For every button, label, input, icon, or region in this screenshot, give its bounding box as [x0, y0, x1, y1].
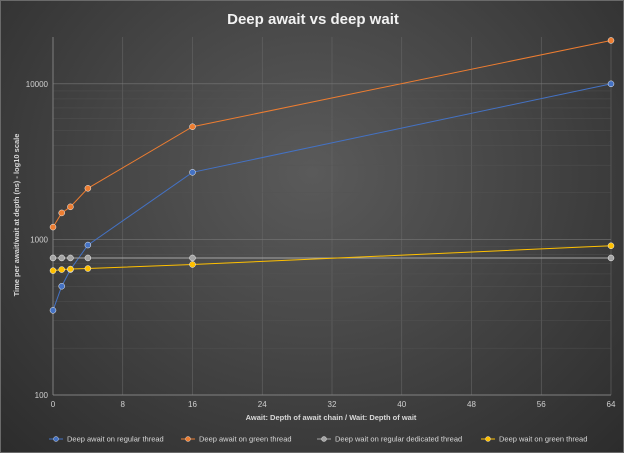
data-point: [84, 185, 92, 192]
legend: Deep await on regular thread Deep await o…: [49, 435, 587, 444]
legend-item-3: Deep wait on regular dedicated thread: [317, 435, 462, 444]
legend-item-1: Deep await on regular thread: [49, 435, 164, 444]
data-point: [49, 254, 57, 262]
legend-label: Deep await on regular thread: [67, 435, 164, 444]
data-point: [189, 254, 196, 262]
data-point: [58, 266, 65, 273]
x-tick-label: 16: [188, 400, 197, 409]
data-point: [49, 307, 57, 314]
legend-marker: [185, 436, 191, 442]
legend-label: Deep wait on regular dedicated thread: [335, 435, 462, 444]
data-point: [67, 265, 74, 273]
series-line: [52, 83, 612, 311]
data-point: [49, 267, 57, 274]
series-4: [49, 242, 615, 274]
legend-label: Deep await on green thread: [199, 435, 292, 444]
x-tick-label: 48: [467, 400, 476, 409]
plot-series: [49, 37, 615, 314]
data-point: [189, 123, 196, 130]
y-axis-label: Time per await/wait at depth (ns) - log1…: [12, 134, 21, 297]
legend-marker: [53, 436, 59, 442]
data-point: [189, 261, 196, 268]
data-point: [607, 80, 615, 88]
series-2: [49, 37, 615, 231]
axes: 0 8 16 24 32 40 48 56 64 100 1000 10000: [26, 37, 616, 409]
data-point: [84, 254, 92, 262]
chart-title: Deep await vs deep wait: [227, 11, 399, 28]
data-point: [607, 254, 615, 262]
data-point: [58, 283, 65, 290]
x-tick-label: 8: [121, 400, 126, 409]
y-tick-label: 10000: [26, 80, 49, 89]
data-point: [84, 265, 92, 272]
x-tick-label: 64: [607, 400, 616, 409]
gridlines: [52, 37, 612, 396]
data-point: [189, 169, 196, 176]
x-tick-label: 32: [328, 400, 337, 409]
data-point: [607, 242, 615, 250]
y-tick-label: 100: [35, 391, 49, 400]
y-tick-label: 1000: [30, 235, 48, 244]
x-tick-label: 24: [258, 400, 267, 409]
x-tick-label: 40: [397, 400, 406, 409]
x-axis-label: Await: Depth of await chain / Wait: Dept…: [246, 413, 417, 422]
legend-label: Deep wait on green thread: [499, 435, 587, 444]
x-tick-label: 56: [537, 400, 546, 409]
data-point: [58, 209, 65, 217]
legend-marker: [321, 436, 327, 442]
legend-marker: [485, 436, 491, 442]
data-point: [49, 223, 57, 231]
x-tick-label: 0: [51, 400, 56, 409]
legend-item-2: Deep await on green thread: [181, 435, 292, 444]
data-point: [58, 254, 65, 262]
data-point: [67, 203, 74, 211]
series-3: [49, 254, 615, 262]
data-point: [67, 254, 74, 262]
data-point: [607, 37, 615, 44]
data-point: [84, 241, 92, 249]
legend-item-4: Deep wait on green thread: [481, 435, 587, 444]
